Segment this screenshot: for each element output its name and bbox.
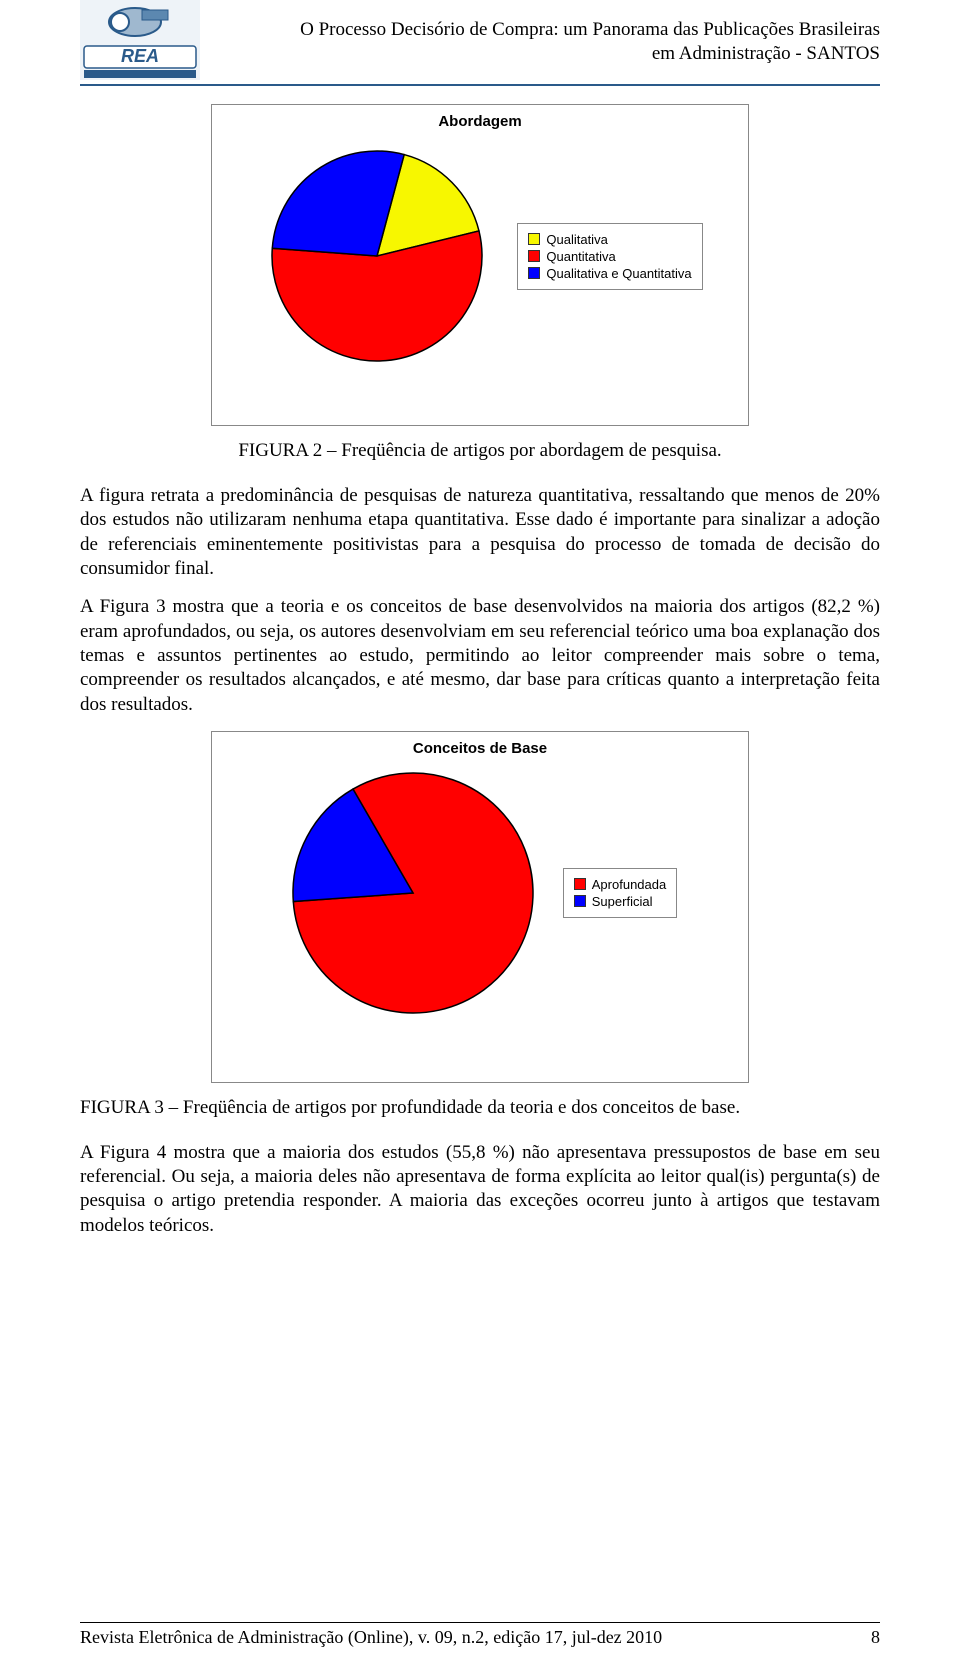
- chart2-title: Conceitos de Base: [220, 740, 740, 757]
- legend-swatch: [528, 233, 540, 245]
- page: REA O Processo Decisório de Compra: um P…: [0, 0, 960, 1678]
- legend-item: Qualitativa e Quantitativa: [528, 266, 691, 281]
- page-header: REA O Processo Decisório de Compra: um P…: [80, 0, 880, 86]
- header-line2: em Administração - SANTOS: [652, 43, 880, 64]
- chart1-pie: [257, 136, 497, 376]
- legend-item: Aprofundada: [574, 877, 666, 892]
- legend-swatch: [574, 878, 586, 890]
- legend-swatch: [528, 250, 540, 262]
- legend-label: Qualitativa: [546, 232, 607, 247]
- page-number: 8: [871, 1627, 880, 1648]
- paragraph-1: A figura retrata a predominância de pesq…: [80, 484, 880, 581]
- footer-citation: Revista Eletrônica de Administração (Onl…: [80, 1627, 662, 1648]
- chart1-legend: Qualitativa Quantitativa Qualitativa e Qua…: [517, 223, 702, 290]
- page-footer: Revista Eletrônica de Administração (Onl…: [80, 1622, 880, 1648]
- journal-logo: REA: [80, 0, 200, 80]
- legend-label: Qualitativa e Quantitativa: [546, 266, 691, 281]
- legend-label: Quantitativa: [546, 249, 615, 264]
- legend-label: Superficial: [592, 894, 653, 909]
- figure3-caption: FIGURA 3 – Freqüência de artigos por pro…: [80, 1097, 880, 1119]
- chart-abordagem: Abordagem QualitativaQuantitativaQualita…: [211, 104, 749, 426]
- legend-swatch: [528, 267, 540, 279]
- legend-item: Superficial: [574, 894, 666, 909]
- legend-swatch: [574, 895, 586, 907]
- header-title: O Processo Decisório de Compra: um Panor…: [220, 0, 880, 66]
- legend-item: Qualitativa: [528, 232, 691, 247]
- svg-text:REA: REA: [121, 46, 159, 66]
- chart2-pie: [283, 763, 543, 1023]
- paragraph-3: A Figura 4 mostra que a maioria dos estu…: [80, 1141, 880, 1238]
- paragraph-2: A Figura 3 mostra que a teoria e os conc…: [80, 595, 880, 717]
- figure2-caption: FIGURA 2 – Freqüência de artigos por abo…: [80, 440, 880, 462]
- legend-item: Quantitativa: [528, 249, 691, 264]
- chart2-legend: Aprofundada Superficial: [563, 868, 677, 918]
- legend-label: Aprofundada: [592, 877, 666, 892]
- chart-conceitos: Conceitos de Base Aprofundada Superficial: [211, 731, 749, 1083]
- chart1-title: Abordagem: [220, 113, 740, 130]
- header-line1: O Processo Decisório de Compra: um Panor…: [300, 19, 880, 40]
